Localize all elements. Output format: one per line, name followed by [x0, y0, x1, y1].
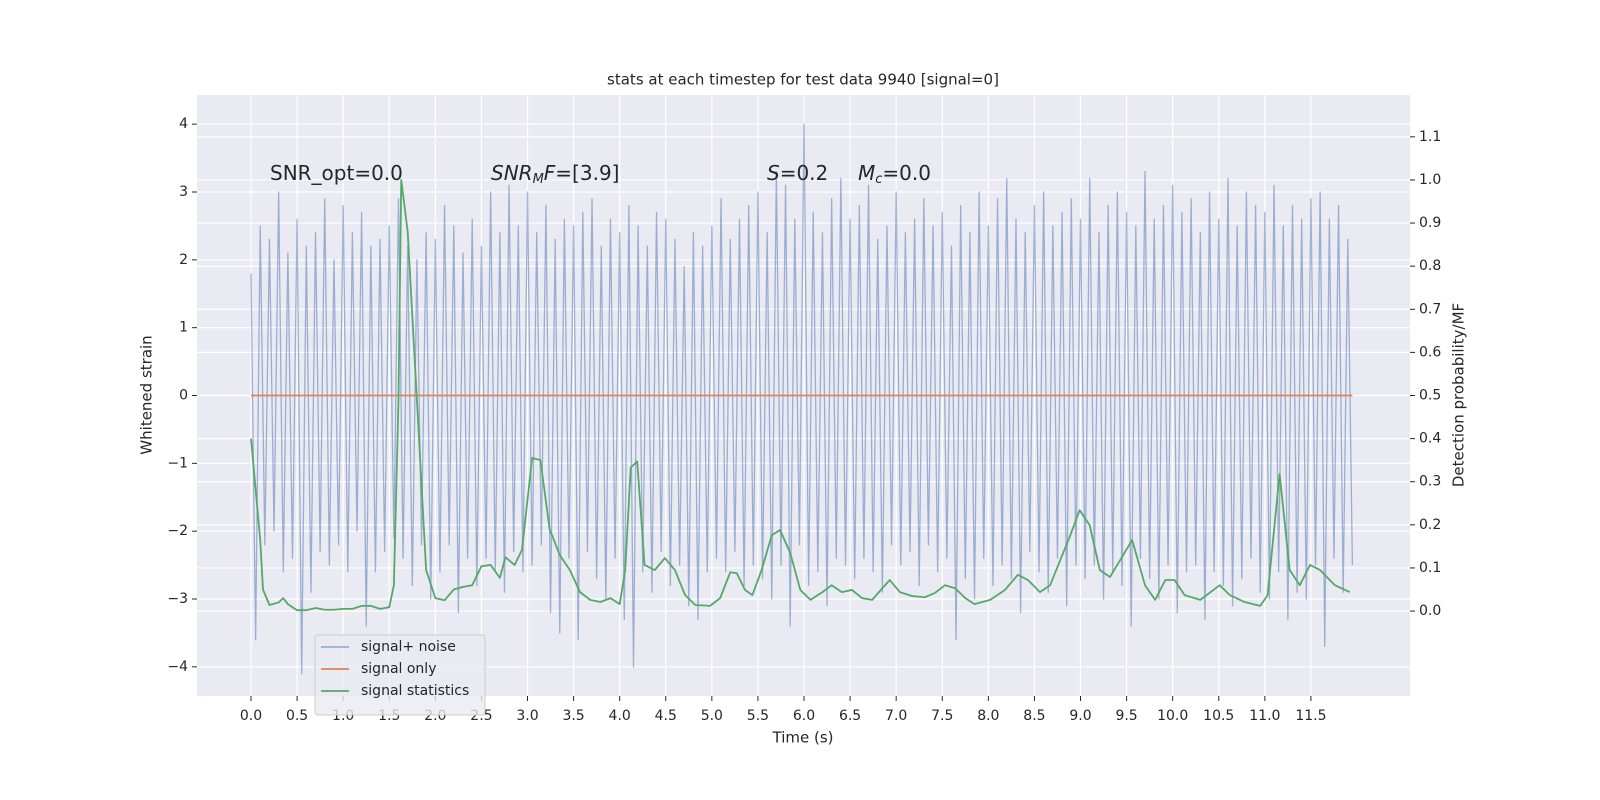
- y2-tick-label: 0.4: [1419, 431, 1441, 447]
- x-tick-label: 8.5: [1023, 708, 1045, 724]
- series-line: [250, 123, 1354, 675]
- x-tick-label: 6.5: [839, 708, 861, 724]
- x-axis-label: Time (s): [772, 729, 834, 747]
- x-tick-label: 0.0: [240, 708, 262, 724]
- y-tick-label: 4: [179, 116, 188, 132]
- x-tick-label: 10.0: [1157, 708, 1188, 724]
- y2-tick-label: 0.8: [1419, 258, 1441, 274]
- legend-label: signal+ noise: [361, 639, 456, 655]
- annotation-text: =0.2: [780, 161, 829, 185]
- y-tick-label: −1: [167, 455, 188, 471]
- annotation: SNR_opt=0.0: [270, 161, 403, 185]
- x-tick-label: 10.5: [1203, 708, 1234, 724]
- x-tick-label: 7.5: [931, 708, 953, 724]
- annotation-text: =0.0: [882, 161, 931, 185]
- y-tick-label: −3: [167, 591, 188, 607]
- y-tick-label: 3: [179, 184, 188, 200]
- annotation-subscript: c: [875, 172, 882, 187]
- y2-tick-label: 0.7: [1419, 301, 1441, 317]
- x-tick-label: 8.0: [977, 708, 999, 724]
- y2-tick-label: 0.6: [1419, 344, 1441, 360]
- y-tick-label: −2: [167, 523, 188, 539]
- chart-title: stats at each timestep for test data 994…: [607, 71, 999, 89]
- annotation: S=0.2: [767, 161, 828, 185]
- y-tick-label: 0: [179, 388, 188, 404]
- x-tick-label: 0.5: [286, 708, 308, 724]
- y2-tick-label: 1.1: [1419, 129, 1441, 145]
- x-tick-label: 7.0: [885, 708, 907, 724]
- marks: [250, 123, 1354, 675]
- x-tick-label: 11.0: [1249, 708, 1280, 724]
- y2-tick-label: 0.3: [1419, 474, 1441, 490]
- x-tick-label: 9.0: [1069, 708, 1091, 724]
- x-tick-label: 6.0: [793, 708, 815, 724]
- x-tick-label: 5.5: [747, 708, 769, 724]
- annotation-text: S: [767, 161, 780, 185]
- x-tick-label: 5.0: [701, 708, 723, 724]
- legend: signal+ noise signal only signal statistic…: [314, 634, 486, 716]
- annotation-text: =[3.9]: [555, 161, 619, 185]
- y2-tick-label: 0.5: [1419, 388, 1441, 404]
- annotation-text: SNR: [491, 161, 533, 185]
- x-tick-label: 3.5: [562, 708, 584, 724]
- x-tick-label: 3.0: [516, 708, 538, 724]
- annotation: Mc=0.0: [858, 161, 931, 187]
- y-tick-label: 2: [179, 252, 188, 268]
- legend-label: signal statistics: [361, 683, 469, 699]
- y-tick-label: −4: [167, 659, 188, 675]
- y2-axis-label: Detection probability/MF: [1450, 303, 1468, 487]
- annotation: SNRMF=[3.9]: [491, 161, 619, 187]
- series-line: [250, 179, 1351, 612]
- y2-tick-label: 1.0: [1419, 172, 1441, 188]
- y-tick-label: 1: [179, 320, 188, 336]
- y2-tick-label: 0.2: [1419, 517, 1441, 533]
- y2-tick-label: 0.1: [1419, 560, 1441, 576]
- x-tick-label: 9.5: [1115, 708, 1137, 724]
- y2-tick-label: 0.9: [1419, 215, 1441, 231]
- annotation-text: M: [858, 161, 875, 185]
- legend-label: signal only: [361, 661, 436, 677]
- annotation-subscript: M: [533, 172, 544, 187]
- labels: 0.0 0.5 1.0 1.5 2.0 2.5 3.0 3.5 4.0 4.5 5.0 5.5 6.0 6…: [167, 116, 1441, 724]
- annotation-text: SNR_opt=0.0: [270, 161, 403, 185]
- y-axis-label: Whitened strain: [138, 335, 156, 454]
- x-tick-label: 4.0: [609, 708, 631, 724]
- y2-tick-label: 0.0: [1419, 603, 1441, 619]
- x-tick-label: 4.5: [655, 708, 677, 724]
- legend-box: [314, 634, 486, 716]
- x-tick-label: 11.5: [1295, 708, 1326, 724]
- annotation-text: F: [544, 161, 556, 185]
